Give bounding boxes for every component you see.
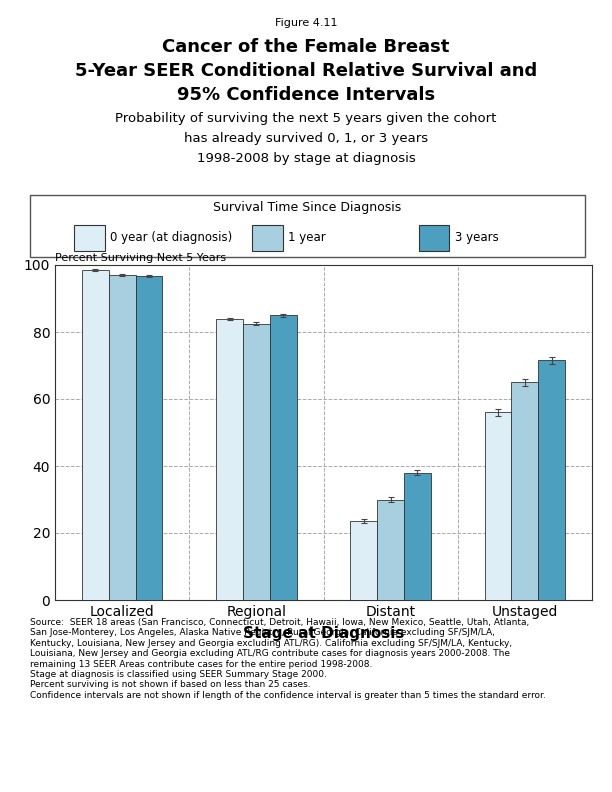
- FancyBboxPatch shape: [30, 195, 585, 257]
- Text: 0 year (at diagnosis): 0 year (at diagnosis): [111, 230, 233, 244]
- Text: 1998-2008 by stage at diagnosis: 1998-2008 by stage at diagnosis: [196, 152, 416, 165]
- Bar: [539, 360, 565, 600]
- Bar: [419, 225, 449, 251]
- Text: Cancer of the Female Breast: Cancer of the Female Breast: [162, 38, 450, 56]
- Bar: [404, 473, 431, 600]
- Text: 5-Year SEER Conditional Relative Survival and: 5-Year SEER Conditional Relative Surviva…: [75, 62, 537, 80]
- Bar: [377, 500, 404, 600]
- Bar: [75, 225, 105, 251]
- Text: Probability of surviving the next 5 years given the cohort: Probability of surviving the next 5 year…: [115, 112, 497, 125]
- Text: Figure 4.11: Figure 4.11: [275, 18, 337, 28]
- Bar: [243, 324, 270, 600]
- Text: Survival Time Since Diagnosis: Survival Time Since Diagnosis: [214, 201, 401, 214]
- Bar: [252, 225, 283, 251]
- Text: has already survived 0, 1, or 3 years: has already survived 0, 1, or 3 years: [184, 132, 428, 145]
- Text: 95% Confidence Intervals: 95% Confidence Intervals: [177, 86, 435, 104]
- Bar: [512, 383, 539, 600]
- Bar: [350, 521, 377, 600]
- Text: 1 year: 1 year: [288, 230, 326, 244]
- Bar: [216, 318, 243, 600]
- Bar: [109, 275, 135, 600]
- Text: 3 years: 3 years: [455, 230, 498, 244]
- Text: Source:  SEER 18 areas (San Francisco, Connecticut, Detroit, Hawaii, Iowa, New M: Source: SEER 18 areas (San Francisco, Co…: [30, 618, 546, 700]
- Text: Percent Surviving Next 5 Years: Percent Surviving Next 5 Years: [55, 253, 226, 263]
- Bar: [485, 413, 512, 600]
- X-axis label: Stage at Diagnosis: Stage at Diagnosis: [243, 626, 404, 641]
- Bar: [270, 315, 297, 600]
- Bar: [135, 276, 162, 600]
- Bar: [82, 270, 109, 600]
